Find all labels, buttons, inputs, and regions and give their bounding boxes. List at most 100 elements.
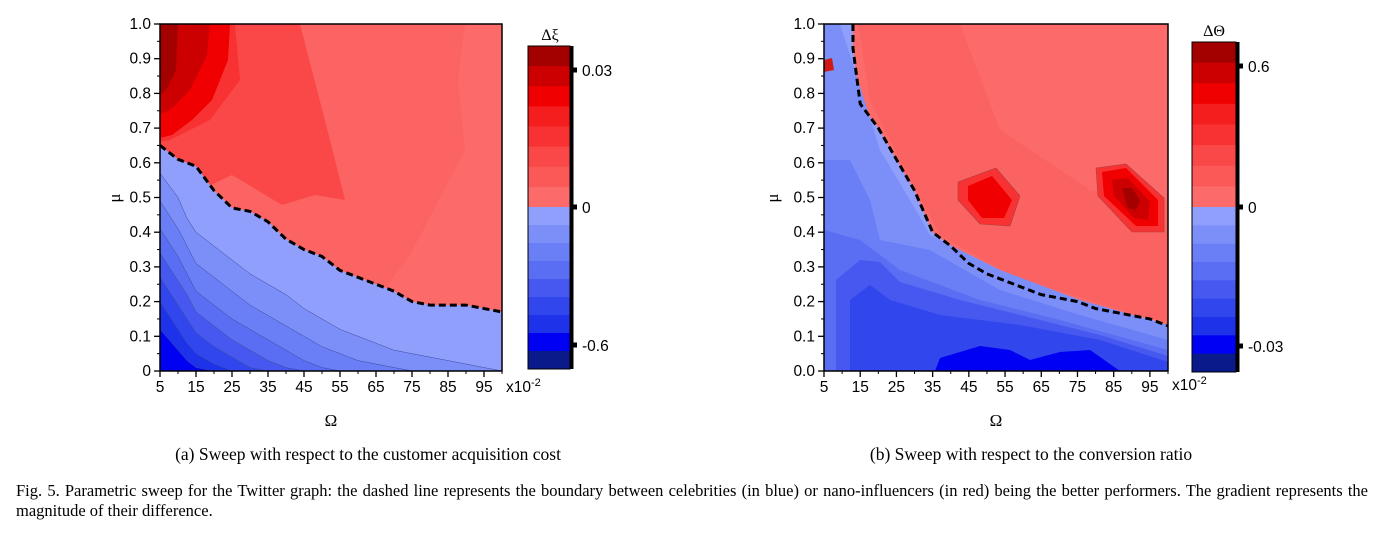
contour-field-b (824, 24, 1168, 371)
blue-level (160, 301, 502, 371)
blue-level (850, 285, 1168, 371)
colorbar-swatch (1192, 225, 1236, 245)
colorbar-tick-mark (570, 67, 577, 73)
colorbar-swatch (1192, 243, 1236, 263)
colorbar-swatch (528, 207, 570, 226)
x-tick-label: 85 (439, 379, 456, 396)
colorbar-swatch (528, 261, 570, 280)
colorbar-tick-label: 0 (582, 200, 591, 217)
colorbar-b: 0.6 0 -0.03 (1191, 41, 1283, 373)
colorbar-swatch (1192, 83, 1236, 105)
colorbar-swatch (1192, 353, 1236, 373)
contour-line (160, 173, 502, 371)
colorbar-tick-mark (570, 204, 577, 210)
y-tick-label: 0.1 (793, 328, 815, 345)
x-tick-label: 15 (852, 379, 869, 396)
y-tick-label: 0.4 (793, 224, 815, 241)
colorbar-a: 0.03 0 -0.6 (527, 45, 612, 370)
x-scale-label-b: x10-2 (1172, 375, 1207, 394)
x-tick-label: 85 (1105, 379, 1122, 396)
colorbar-swatch (1192, 335, 1236, 355)
x-tick-label: 75 (1069, 379, 1086, 396)
blue-contours-b (824, 24, 1168, 371)
colorbar-swatch (528, 225, 570, 244)
y-tick-label: 0.1 (129, 328, 151, 345)
y-tick-label: 0.7 (129, 120, 151, 137)
colorbar-title-b: ΔΘ (1203, 23, 1225, 40)
colorbar-swatch (1192, 42, 1236, 64)
x-tick-label: 55 (996, 379, 1013, 396)
colorbar-swatch (528, 46, 570, 67)
colorbar-swatch (528, 146, 570, 168)
hotspot-2-core (1122, 188, 1140, 210)
red-level-7-a (160, 24, 178, 95)
x-tick-label: 95 (475, 379, 492, 396)
contour-line (160, 252, 502, 371)
x-axis-label-a: Ω (325, 411, 338, 430)
y-tick-label: 0.9 (129, 51, 151, 68)
contour-line (160, 200, 502, 371)
x-tick-label: 65 (1033, 379, 1050, 396)
subplot-caption-a: (a) Sweep with respect to the customer a… (175, 444, 561, 464)
colorbar-swatch (1192, 165, 1236, 187)
contour-lines-a (160, 173, 502, 371)
colorbar-tick-label: 0.03 (582, 63, 612, 80)
x-tick-label: 65 (367, 379, 384, 396)
colorbar-swatch (528, 279, 570, 298)
y-tick-label: 0 (142, 363, 151, 380)
contour-line (160, 301, 502, 371)
colorbar-swatch (1192, 145, 1236, 167)
hotspot-1-inner (968, 176, 1012, 218)
x-scale-label-a: x10-2 (506, 377, 541, 396)
colorbar-tick-mark (570, 342, 577, 348)
y-tick-label: 0.0 (793, 363, 815, 380)
subplot-caption-b: (b) Sweep with respect to the conversion… (869, 444, 1193, 464)
figure-caption: Fig. 5. Parametric sweep for the Twitter… (16, 481, 1368, 520)
x-tick-label: 35 (924, 379, 941, 396)
y-tick-label: 0.7 (793, 120, 815, 137)
blue-level (935, 346, 1120, 371)
red-level-2-b (858, 24, 1168, 322)
colorbar-swatch (528, 106, 570, 127)
colorbar-title-a: Δξ (541, 27, 558, 44)
colorbar-swatch (1192, 207, 1236, 226)
colorbar-swatch (1192, 103, 1236, 125)
x-axis-label-b: Ω (990, 411, 1003, 430)
x-tick-label: 15 (187, 379, 204, 396)
y-tick-label: 1.0 (129, 16, 151, 33)
x-tick-label: 25 (223, 379, 240, 396)
contour-line (160, 329, 502, 371)
axis-ticks-a: 5 15 25 35 45 55 65 75 85 95 0 0.1 0.2 0.3 0.4 0.5 0.6 0.… (129, 16, 503, 396)
red-notch (824, 58, 834, 72)
x-tick-label: 55 (331, 379, 348, 396)
colorbar-swatch (528, 297, 570, 316)
contour-line (160, 277, 502, 371)
colorbar-tick-mark (1236, 204, 1243, 210)
colorbar-swatch (528, 315, 570, 334)
colorbar-tick-label: -0.03 (1248, 339, 1283, 356)
y-tick-label: 1.0 (793, 16, 815, 33)
colorbar-swatch (528, 351, 570, 370)
x-tick-label: 45 (295, 379, 312, 396)
colorbar-swatch (528, 66, 570, 87)
y-tick-label: 0.2 (793, 294, 815, 311)
colorbar-swatch (1192, 186, 1236, 208)
y-tick-label: 0.9 (793, 51, 815, 68)
boundary-line-a (160, 144, 502, 314)
colorbar-swatch (1192, 62, 1236, 84)
y-axis-label-a: μ (105, 193, 124, 202)
colorbar-swatch (528, 86, 570, 107)
x-tick-label: 35 (259, 379, 276, 396)
x-tick-label: 95 (1141, 379, 1158, 396)
y-tick-label: 0.6 (793, 155, 815, 172)
y-tick-label: 0.3 (129, 259, 151, 276)
colorbar-tick-mark (1236, 343, 1243, 349)
subplot-a: 5 15 25 35 45 55 65 75 85 95 0 0.1 0.2 0.3 0.4 0.5 0.6 0.… (105, 16, 612, 430)
y-tick-label: 0.2 (129, 294, 151, 311)
x-tick-label: 75 (403, 379, 420, 396)
colorbar-tick-label: -0.6 (582, 338, 609, 355)
contour-line (160, 228, 502, 371)
colorbar-swatch (1192, 262, 1236, 281)
colorbar-swatch (528, 166, 570, 188)
x-tick-label: 45 (960, 379, 977, 396)
